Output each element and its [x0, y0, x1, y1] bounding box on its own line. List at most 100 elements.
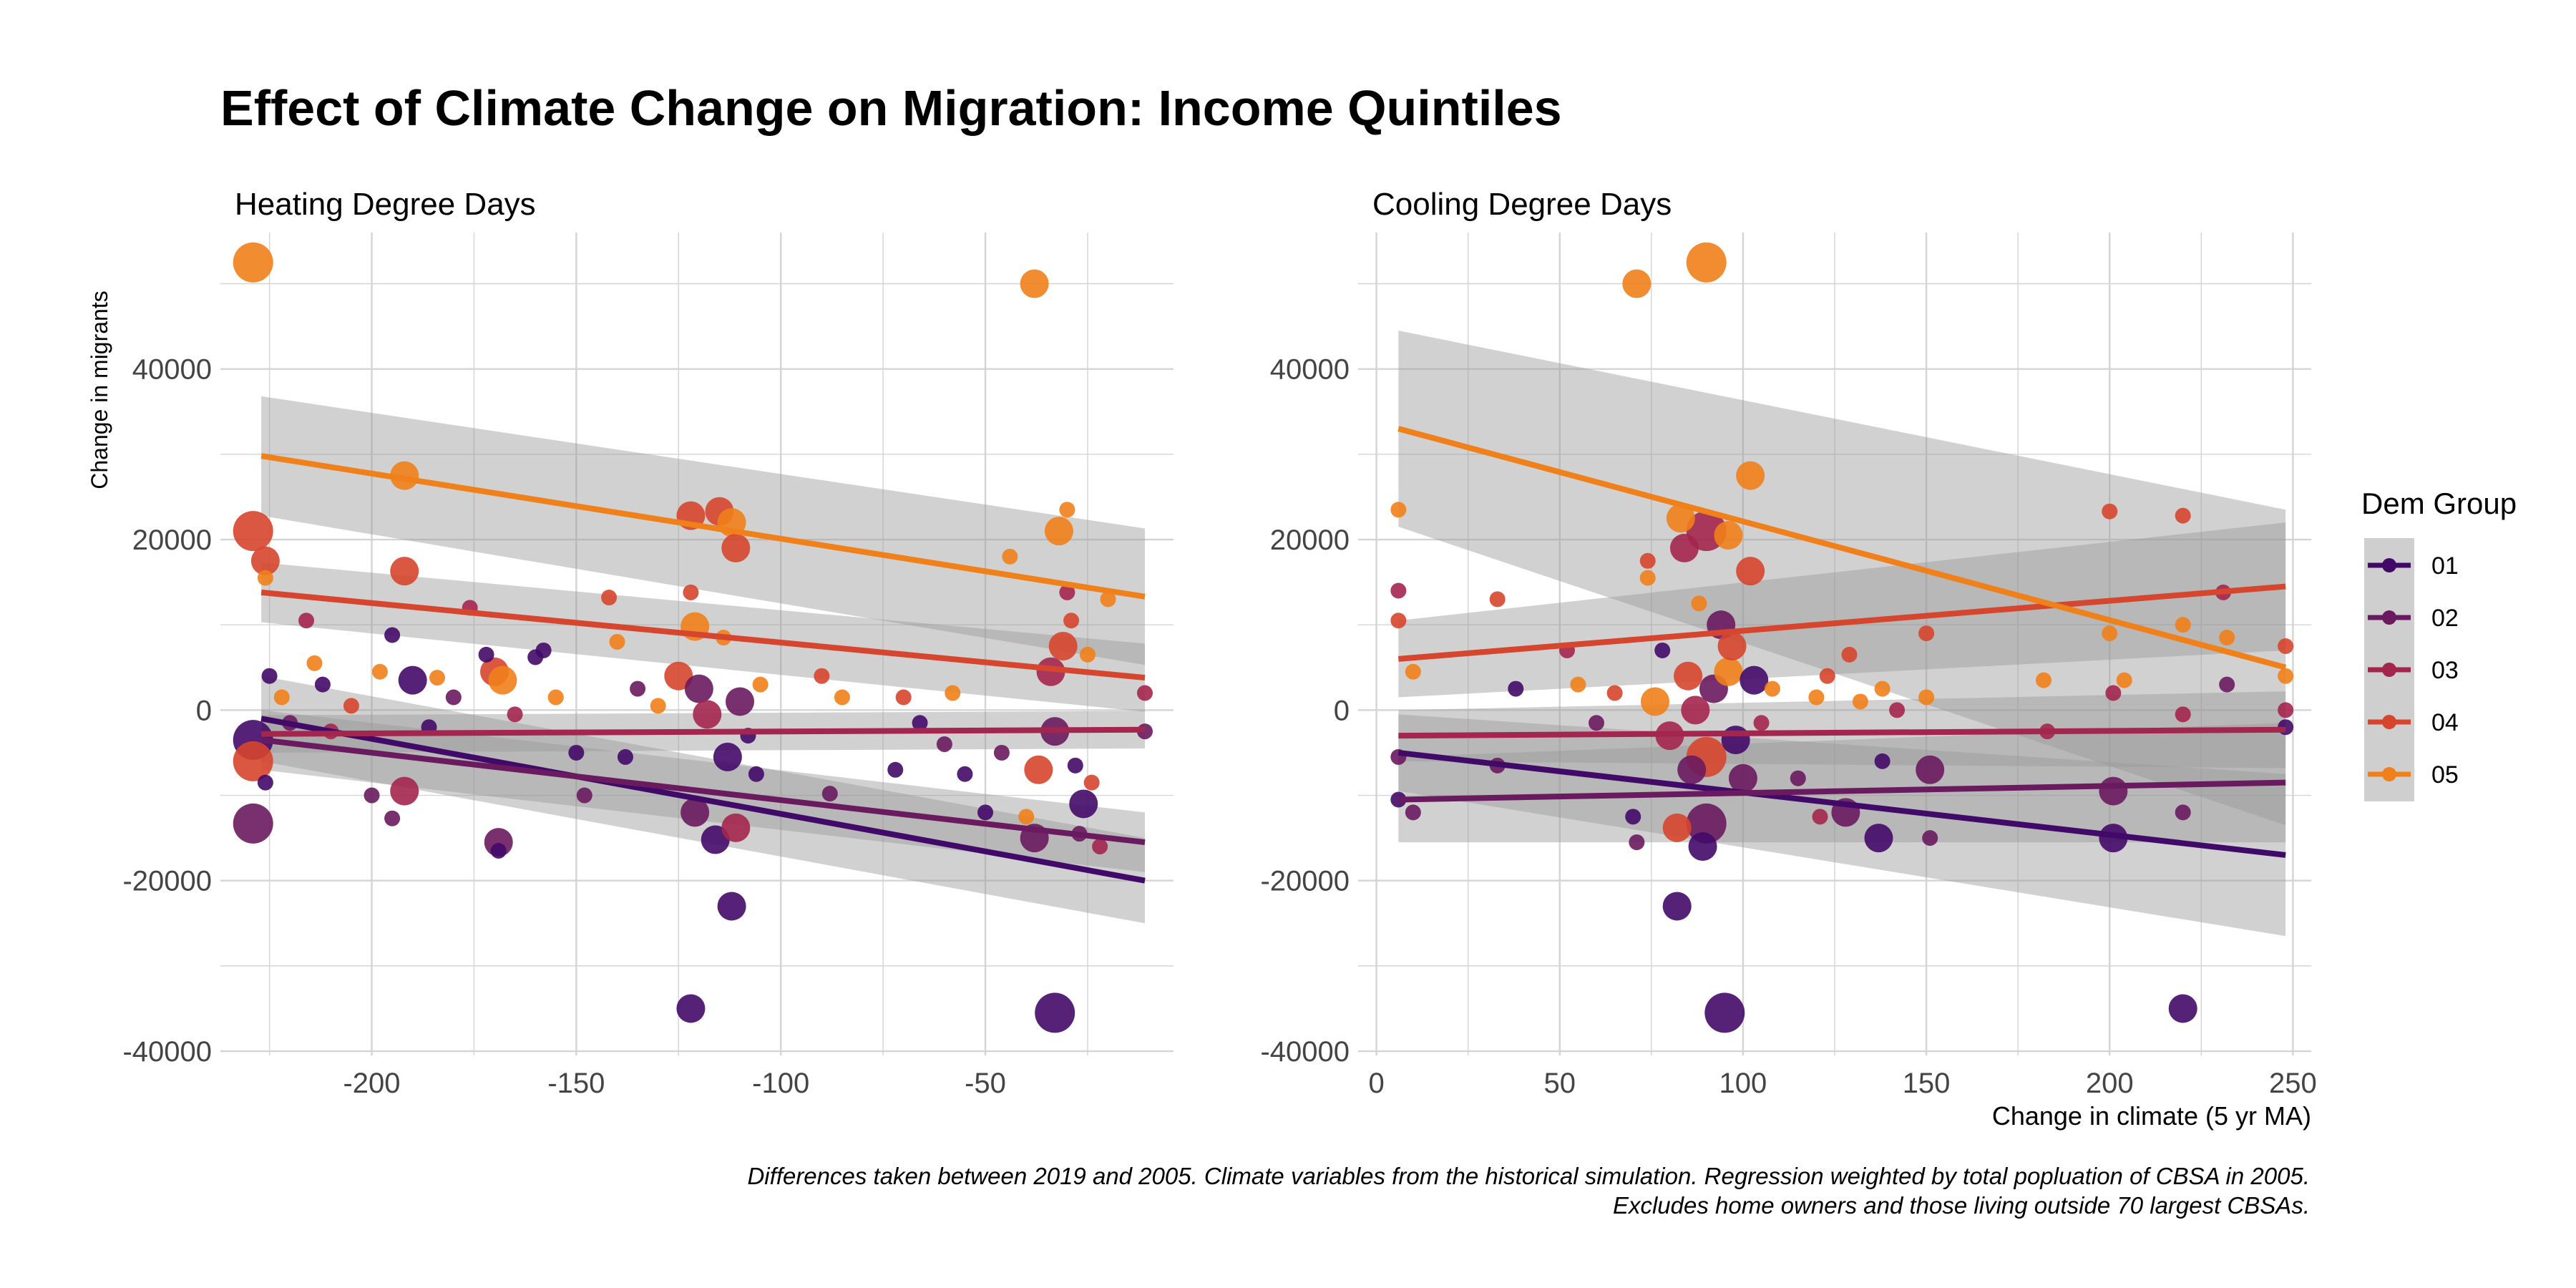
- y-tick-label: -20000: [1260, 866, 1350, 897]
- data-point-05: [1736, 461, 1765, 490]
- data-point-01: [398, 665, 427, 695]
- legend-item-01: 01: [2368, 552, 2459, 580]
- caption-line-2: Excludes home owners and those living ou…: [1613, 1192, 2310, 1219]
- data-point-04: [1083, 774, 1100, 791]
- data-point-02: [993, 744, 1010, 761]
- x-tick-label: 250: [2269, 1068, 2317, 1099]
- panel-title: Heating Degree Days: [235, 187, 536, 222]
- data-point-05: [2278, 668, 2294, 684]
- data-point-01: [478, 646, 494, 663]
- x-tick-label: -200: [343, 1068, 400, 1099]
- data-point-03: [2278, 702, 2294, 718]
- data-point-05: [429, 670, 445, 686]
- data-point-01: [1035, 992, 1075, 1033]
- fit-line-05: [1397, 426, 2287, 670]
- data-point-03: [1669, 533, 1699, 562]
- y-tick-label: 0: [196, 695, 212, 726]
- data-point-02: [630, 680, 646, 697]
- data-point-05: [1918, 689, 1935, 706]
- data-point-01: [1704, 992, 1745, 1033]
- data-point-01: [384, 627, 401, 643]
- data-point-01: [1864, 824, 1893, 853]
- data-point-05: [257, 570, 273, 586]
- data-point-04: [1736, 557, 1765, 586]
- data-point-01: [1740, 665, 1769, 695]
- data-point-01: [912, 715, 928, 731]
- legend-marker: [2382, 558, 2396, 572]
- legend-label: 05: [2431, 761, 2459, 789]
- data-point-01: [2168, 994, 2197, 1023]
- data-point-05: [488, 665, 517, 695]
- data-point-05: [1666, 504, 1695, 533]
- legend-marker: [2382, 610, 2396, 625]
- confidence-band-03: [1398, 691, 2286, 769]
- data-point-05: [1714, 657, 1743, 686]
- y-tick-label: 20000: [1270, 525, 1350, 556]
- data-point-02: [233, 803, 273, 844]
- data-point-03: [1136, 685, 1153, 701]
- data-point-03: [1036, 657, 1065, 686]
- y-axis-label: Change in migrants: [87, 291, 112, 489]
- data-point-05: [1691, 595, 1707, 612]
- fit-line-04: [260, 589, 1146, 681]
- data-point-04: [721, 533, 751, 562]
- y-tick-label: -40000: [1260, 1036, 1350, 1068]
- data-point-01: [1874, 753, 1890, 769]
- confidence-band-04: [1398, 522, 2286, 698]
- data-point-01: [713, 742, 742, 771]
- data-point-04: [1819, 668, 1835, 684]
- data-point-02: [2219, 676, 2235, 693]
- data-point-02: [384, 810, 401, 826]
- legend-marker: [2382, 767, 2396, 781]
- figure-title: Effect of Climate Change on Migration: I…: [220, 80, 1562, 136]
- cooling-panel: Cooling Degree Days 0 50 100 150 200 250 -40000…: [1260, 187, 2316, 1131]
- data-point-04: [1489, 591, 1506, 608]
- legend-label: 02: [2431, 605, 2459, 632]
- data-point-02: [1589, 715, 1604, 731]
- data-point-05: [650, 698, 666, 714]
- fit-line-05: [260, 453, 1146, 600]
- legend-item-02: 02: [2368, 605, 2459, 632]
- legend-item-04: 04: [2368, 709, 2459, 736]
- fit-lines: [260, 453, 1146, 884]
- data-point-02: [726, 687, 755, 716]
- data-point-04: [343, 698, 359, 714]
- data-point-03: [1092, 839, 1108, 855]
- data-point-04: [2175, 507, 2191, 524]
- confidence-band-05: [1398, 331, 2286, 826]
- x-tick-label: 0: [1368, 1068, 1384, 1099]
- data-point-01: [1688, 832, 1717, 862]
- data-point-04: [233, 511, 273, 552]
- data-point-05: [1874, 680, 1890, 697]
- confidence-bands: [1398, 331, 2286, 937]
- data-point-04: [233, 741, 273, 781]
- data-point-05: [1405, 663, 1421, 680]
- data-point-03: [1681, 696, 1710, 725]
- data-point-04: [683, 584, 699, 600]
- data-point-01: [887, 761, 904, 778]
- x-tick-label: 200: [2086, 1068, 2134, 1099]
- data-point-05: [233, 242, 273, 283]
- fit-line-02: [260, 737, 1146, 846]
- data-point-03: [1390, 582, 1407, 599]
- data-point-03: [1889, 702, 1906, 718]
- data-point-05: [609, 634, 625, 650]
- legend-marker: [2382, 715, 2396, 729]
- data-point-02: [2099, 776, 2128, 806]
- data-point-01: [1069, 789, 1098, 819]
- data-point-05: [2102, 625, 2118, 642]
- y-tick-label: 0: [1334, 695, 1350, 726]
- data-point-01: [1067, 757, 1083, 774]
- data-point-05: [2175, 617, 2191, 633]
- x-tick-label: -150: [547, 1068, 605, 1099]
- data-point-05: [834, 689, 850, 706]
- data-point-02: [1677, 755, 1707, 784]
- data-point-04: [1390, 613, 1407, 629]
- data-point-04: [1048, 631, 1078, 660]
- data-point-02: [1728, 763, 1757, 793]
- points: [1390, 242, 2294, 1033]
- x-tick-label: 50: [1544, 1068, 1576, 1099]
- data-point-05: [1018, 809, 1035, 825]
- data-point-05: [2116, 672, 2132, 688]
